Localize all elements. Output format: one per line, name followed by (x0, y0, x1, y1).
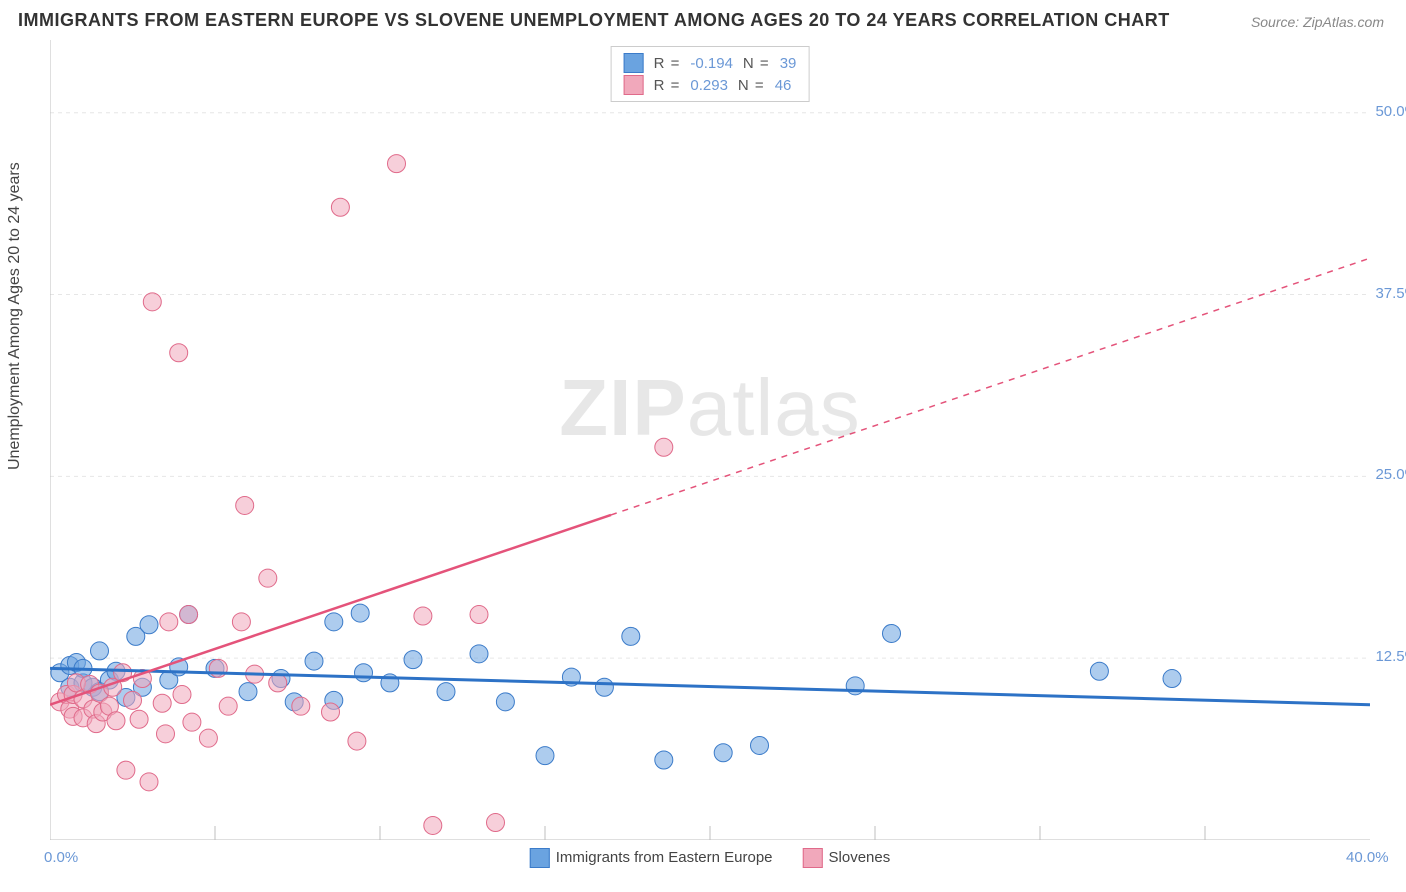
data-point (140, 773, 158, 791)
y-tick-label: 25.0% (1375, 466, 1406, 483)
data-point (751, 736, 769, 754)
data-point (470, 645, 488, 663)
data-point (124, 691, 142, 709)
legend-n-label: N = (738, 77, 765, 94)
legend-r-label: R = (654, 55, 681, 72)
data-point (536, 747, 554, 765)
data-point (404, 651, 422, 669)
data-point (180, 606, 198, 624)
data-point (130, 710, 148, 728)
legend-series-name: Slovenes (829, 849, 891, 866)
legend-n-value: 46 (775, 77, 792, 94)
data-point (199, 729, 217, 747)
data-point (622, 627, 640, 645)
legend-series-name: Immigrants from Eastern Europe (556, 849, 773, 866)
data-point (292, 697, 310, 715)
legend-r-value: 0.293 (690, 77, 728, 94)
x-tick-label: 40.0% (1346, 849, 1389, 866)
y-axis-label: Unemployment Among Ages 20 to 24 years (6, 162, 24, 470)
legend-swatch (803, 848, 823, 868)
data-point (322, 703, 340, 721)
data-point (160, 613, 178, 631)
y-tick-label: 12.5% (1375, 648, 1406, 665)
data-point (173, 686, 191, 704)
data-point (157, 725, 175, 743)
data-point (470, 606, 488, 624)
data-point (219, 697, 237, 715)
legend-n-label: N = (743, 55, 770, 72)
data-point (269, 674, 287, 692)
y-tick-label: 50.0% (1375, 103, 1406, 120)
data-point (143, 293, 161, 311)
plot-svg (50, 40, 1370, 840)
series-legend: Immigrants from Eastern Europe Slovenes (530, 848, 890, 868)
data-point (325, 613, 343, 631)
data-point (424, 816, 442, 834)
data-point (140, 616, 158, 634)
y-tick-label: 37.5% (1375, 285, 1406, 302)
scatter-plot: R = -0.194 N = 39 R = 0.293 N = 46 Immig… (50, 40, 1370, 840)
data-point (1090, 662, 1108, 680)
data-point (351, 604, 369, 622)
data-point (487, 814, 505, 832)
data-point (883, 624, 901, 642)
legend-r-value: -0.194 (690, 55, 733, 72)
data-point (655, 438, 673, 456)
x-tick-label: 0.0% (44, 849, 78, 866)
legend-swatch (530, 848, 550, 868)
data-point (153, 694, 171, 712)
data-point (232, 613, 250, 631)
chart-title: IMMIGRANTS FROM EASTERN EUROPE VS SLOVEN… (18, 10, 1170, 31)
legend-swatch (624, 75, 644, 95)
data-point (239, 683, 257, 701)
data-point (355, 664, 373, 682)
data-point (655, 751, 673, 769)
data-point (388, 155, 406, 173)
data-point (437, 683, 455, 701)
data-point (714, 744, 732, 762)
data-point (348, 732, 366, 750)
correlation-legend: R = -0.194 N = 39 R = 0.293 N = 46 (611, 46, 810, 102)
legend-r-label: R = (654, 77, 681, 94)
legend-n-value: 39 (780, 55, 797, 72)
data-point (107, 712, 125, 730)
data-point (183, 713, 201, 731)
data-point (170, 344, 188, 362)
data-point (91, 642, 109, 660)
data-point (236, 496, 254, 514)
data-point (414, 607, 432, 625)
data-point (595, 678, 613, 696)
legend-swatch (624, 53, 644, 73)
source-label: Source: ZipAtlas.com (1251, 14, 1384, 30)
data-point (1163, 670, 1181, 688)
data-point (305, 652, 323, 670)
data-point (259, 569, 277, 587)
data-point (496, 693, 514, 711)
data-point (117, 761, 135, 779)
data-point (331, 198, 349, 216)
